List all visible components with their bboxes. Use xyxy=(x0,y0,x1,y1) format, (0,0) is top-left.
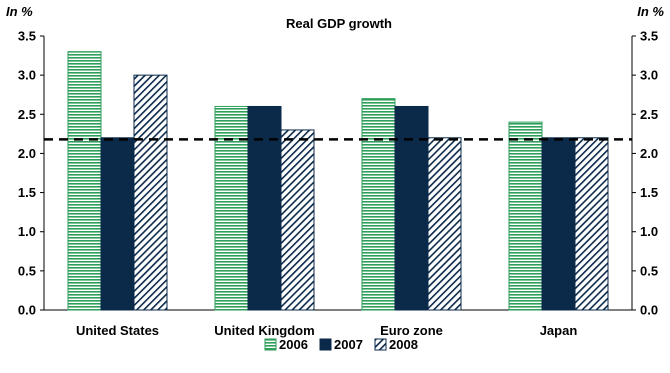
bar-2006-united-states xyxy=(67,51,102,311)
bar-2007-united-states xyxy=(100,137,135,311)
bar-2006-euro-zone xyxy=(361,98,396,311)
category-label: United Kingdom xyxy=(214,323,314,338)
left-tick-label: 2.0 xyxy=(18,146,36,161)
plot-area: 0.0 0.0 0.5 0.5 1.0 1.0 1.5 1.5 2.0 2.0 2.5 2.5 3.0 3… xyxy=(18,29,658,339)
left-tick-label: 0.5 xyxy=(18,263,36,278)
bar-2008-united-states xyxy=(133,74,168,311)
right-tick-label: 2.5 xyxy=(640,107,658,122)
legend-label-2006: 2006 xyxy=(279,337,308,352)
bar-2006-united-kingdom xyxy=(214,105,249,311)
legend-label-2008: 2008 xyxy=(389,337,418,352)
right-tick-label: 0.0 xyxy=(640,303,658,318)
bar-2008-united-kingdom xyxy=(280,129,315,311)
left-tick-label: 1.5 xyxy=(18,185,36,200)
left-tick-label: 3.0 xyxy=(18,68,36,83)
category-label: United States xyxy=(76,323,159,338)
right-tick-label: 1.0 xyxy=(640,224,658,239)
right-tick-label: 3.0 xyxy=(640,68,658,83)
left-tick-label: 2.5 xyxy=(18,107,36,122)
legend-label-2007: 2007 xyxy=(334,337,363,352)
bar-2007-euro-zone xyxy=(394,105,429,311)
legend: 2006 2007 2008 xyxy=(264,337,418,352)
right-tick-label: 1.5 xyxy=(640,185,658,200)
legend-swatch-2006 xyxy=(264,338,277,351)
left-tick-label: 3.5 xyxy=(18,29,36,44)
left-tick-label: 1.0 xyxy=(18,224,36,239)
category-label: Euro zone xyxy=(380,323,443,338)
category-label: Japan xyxy=(540,323,578,338)
legend-swatch-2008 xyxy=(374,338,387,351)
right-axis-unit: In % xyxy=(637,4,664,19)
bar-2006-japan xyxy=(508,121,543,311)
left-axis-unit: In % xyxy=(6,4,33,19)
legend-swatch-2007 xyxy=(319,338,332,351)
bar-2008-japan xyxy=(574,137,609,311)
left-tick-label: 0.0 xyxy=(18,303,36,318)
right-tick-label: 2.0 xyxy=(640,146,658,161)
bar-2007-united-kingdom xyxy=(247,105,282,311)
bar-2008-euro-zone xyxy=(427,137,462,311)
right-tick-label: 3.5 xyxy=(640,29,658,44)
chart-title: Real GDP growth xyxy=(286,16,392,31)
bar-2007-japan xyxy=(541,137,576,311)
right-tick-label: 0.5 xyxy=(640,263,658,278)
